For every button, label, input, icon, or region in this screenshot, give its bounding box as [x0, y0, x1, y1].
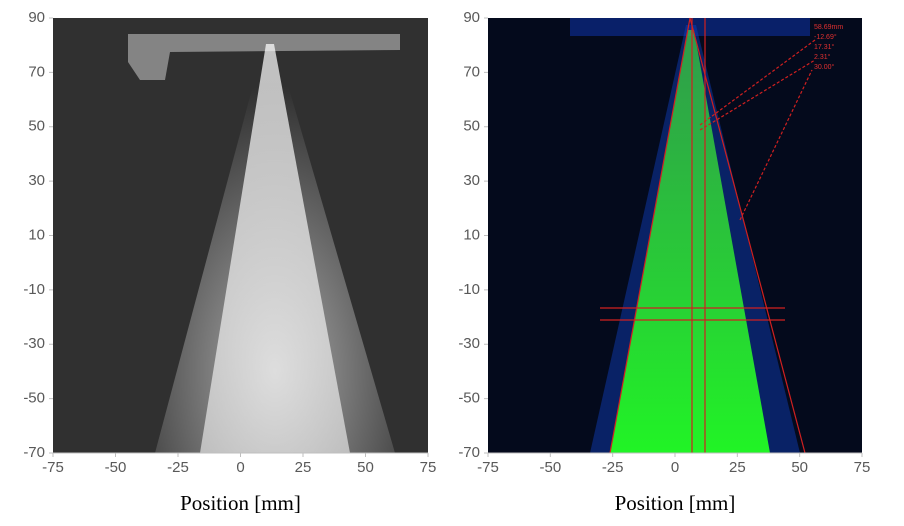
nozzle: [570, 18, 810, 36]
x-axis-label: Position [mm]: [180, 491, 301, 515]
x-tick-label: 0: [236, 459, 244, 476]
y-tick-label: 90: [28, 9, 45, 26]
y-tick-label: 70: [28, 63, 45, 80]
nozzle: [128, 34, 400, 80]
y-tick-label: -30: [458, 335, 480, 352]
y-tick-label: -70: [23, 444, 45, 461]
y-tick-label: 90: [463, 9, 480, 26]
y-tick-label: -10: [458, 281, 480, 298]
x-tick-label: 50: [791, 459, 808, 476]
x-tick-label: -25: [167, 459, 189, 476]
annotation: 17.31°: [814, 43, 835, 51]
y-tick-label: 50: [463, 118, 480, 135]
y-tick-label: 10: [28, 226, 45, 243]
y-tick-label: -10: [23, 281, 45, 298]
x-tick-label: -50: [105, 459, 127, 476]
annotation: 58.69mm: [814, 24, 843, 31]
y-tick-label: -30: [23, 335, 45, 352]
x-tick-label: 25: [729, 459, 746, 476]
annotation: 30.00°: [814, 63, 835, 71]
y-tick-label: 30: [463, 172, 480, 189]
x-axis-label: Position [mm]: [615, 491, 736, 515]
x-tick-label: 0: [671, 459, 679, 476]
annotation: 2.31°: [814, 53, 831, 61]
spray-core: [610, 30, 770, 453]
x-tick-label: 50: [357, 459, 374, 476]
y-tick-label: 50: [28, 118, 45, 135]
spray-core: [200, 44, 350, 453]
x-tick-label: -75: [477, 459, 499, 476]
measure-lines: [600, 17, 816, 454]
y-tick-label: 70: [463, 63, 480, 80]
y-tick-label: -50: [458, 390, 480, 407]
annotation: -12.69°: [814, 33, 837, 41]
y-tick-label: 30: [28, 172, 45, 189]
x-tick-label: 75: [420, 459, 437, 476]
x-tick-label: 25: [295, 459, 312, 476]
x-tick-label: -75: [42, 459, 64, 476]
y-tick-label: -70: [458, 444, 480, 461]
x-tick-label: -25: [602, 459, 624, 476]
x-tick-label: 75: [854, 459, 871, 476]
y-tick-label: 10: [463, 226, 480, 243]
y-tick-label: -50: [23, 390, 45, 407]
x-tick-label: -50: [539, 459, 561, 476]
